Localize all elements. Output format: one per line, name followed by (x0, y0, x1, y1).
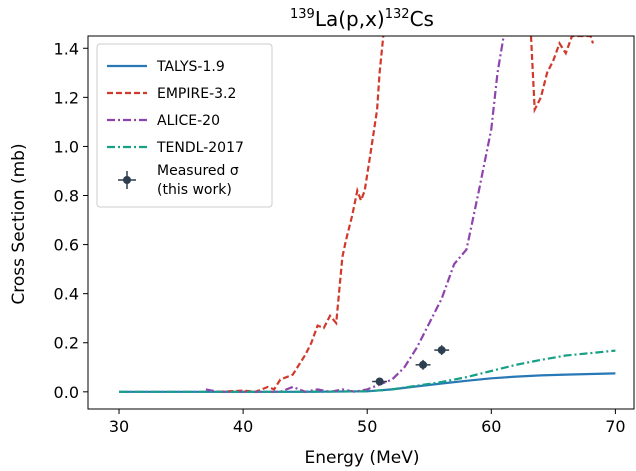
measured-point (375, 377, 384, 386)
series-line-tendl-2017 (119, 349, 616, 393)
legend-box (96, 43, 273, 208)
legend-label: TENDL-2017 (156, 140, 244, 156)
x-tick-label: 40 (233, 417, 253, 436)
legend: TALYS-1.9 EMPIRE-3.2 ALICE-20 TENDL-2017 Mea… (96, 43, 273, 208)
x-axis-ticks: 30 40 50 60 70 (109, 409, 626, 436)
series-line-empire-3-2 (218, 36, 385, 393)
y-tick-label: 0.2 (54, 334, 79, 353)
y-axis-label: Cross Section (mb) (9, 143, 29, 304)
x-tick-label: 50 (357, 417, 377, 436)
plot-frame (87, 35, 635, 410)
series-line-empire-3-2-segment-2 (529, 36, 595, 114)
legend-label: TALYS-1.9 (156, 59, 225, 75)
x-axis-label: Energy (MeV) (305, 448, 420, 468)
y-tick-label: 0.6 (54, 236, 79, 255)
measured-point (419, 360, 428, 369)
title-post-superscript: 132 (385, 7, 410, 22)
y-tick-label: 1.4 (54, 39, 79, 58)
legend-label: (this work) (157, 182, 232, 198)
legend-label: ALICE-20 (157, 113, 220, 129)
y-tick-label: 0.4 (54, 285, 79, 304)
series-line-talys-1-9 (119, 372, 616, 393)
y-tick-label: 1.0 (54, 137, 79, 156)
chart-title: 139La(p,x)132Cs (290, 7, 434, 31)
x-tick-label: 70 (605, 417, 625, 436)
measured-point (437, 346, 446, 355)
series-layer (119, 36, 616, 393)
legend-swatch-point (123, 176, 131, 184)
x-tick-label: 60 (481, 417, 501, 436)
title-base: La(p,x) (315, 7, 385, 31)
title-pre-superscript: 139 (290, 7, 315, 22)
title-end: Cs (410, 7, 434, 31)
legend-label: EMPIRE-3.2 (157, 86, 236, 102)
x-tick-label: 30 (109, 417, 129, 436)
legend-label: Measured σ (157, 163, 239, 179)
y-tick-label: 1.2 (54, 88, 79, 107)
y-tick-label: 0.8 (54, 187, 79, 206)
y-axis-ticks: 0.0 0.2 0.4 0.6 0.8 1.0 1.2 1.4 (54, 39, 88, 402)
y-tick-label: 0.0 (54, 383, 79, 402)
measured-points-layer (372, 345, 450, 386)
